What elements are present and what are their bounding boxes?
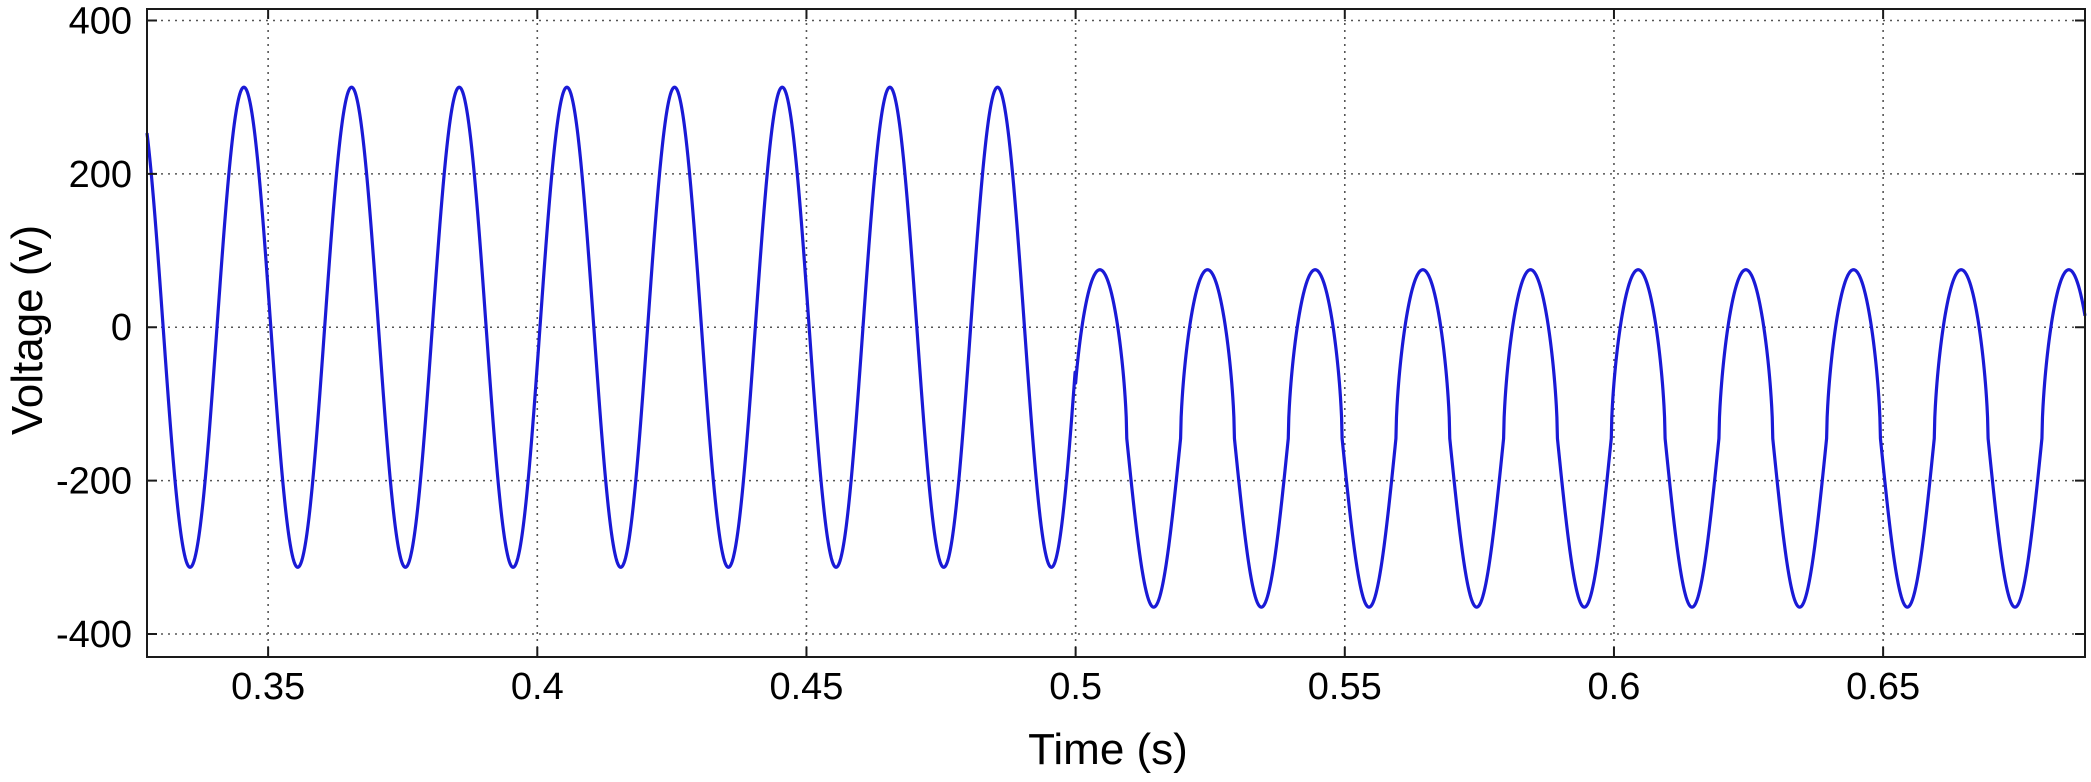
grid-lines [147, 9, 2085, 657]
y-axis-title: Voltage (v) [3, 225, 52, 435]
tick-marks [147, 9, 2085, 657]
plot-frame [146, 8, 2086, 658]
y-tick-labels: 400 200 0 -200 -400 [56, 1, 132, 656]
voltage-series-line [145, 85, 2087, 609]
x-tick-label: 0.65 [1846, 666, 1920, 708]
x-tick-labels: 0.35 0.4 0.45 0.5 0.55 0.6 0.65 [231, 666, 1920, 708]
x-tick-label: 0.5 [1049, 666, 1102, 708]
x-axis-title: Time (s) [1028, 725, 1188, 774]
y-tick-label: -200 [56, 461, 132, 503]
y-tick-label: -400 [56, 614, 132, 656]
series-layer [145, 85, 2087, 609]
x-tick-label: 0.55 [1308, 666, 1382, 708]
x-tick-label: 0.6 [1588, 666, 1641, 708]
y-tick-label: 400 [69, 1, 132, 43]
x-tick-label: 0.45 [769, 666, 843, 708]
plot-area [147, 9, 2085, 657]
x-tick-label: 0.4 [511, 666, 564, 708]
y-tick-label: 200 [69, 154, 132, 196]
x-tick-label: 0.35 [231, 666, 305, 708]
y-tick-label: 0 [111, 307, 132, 349]
